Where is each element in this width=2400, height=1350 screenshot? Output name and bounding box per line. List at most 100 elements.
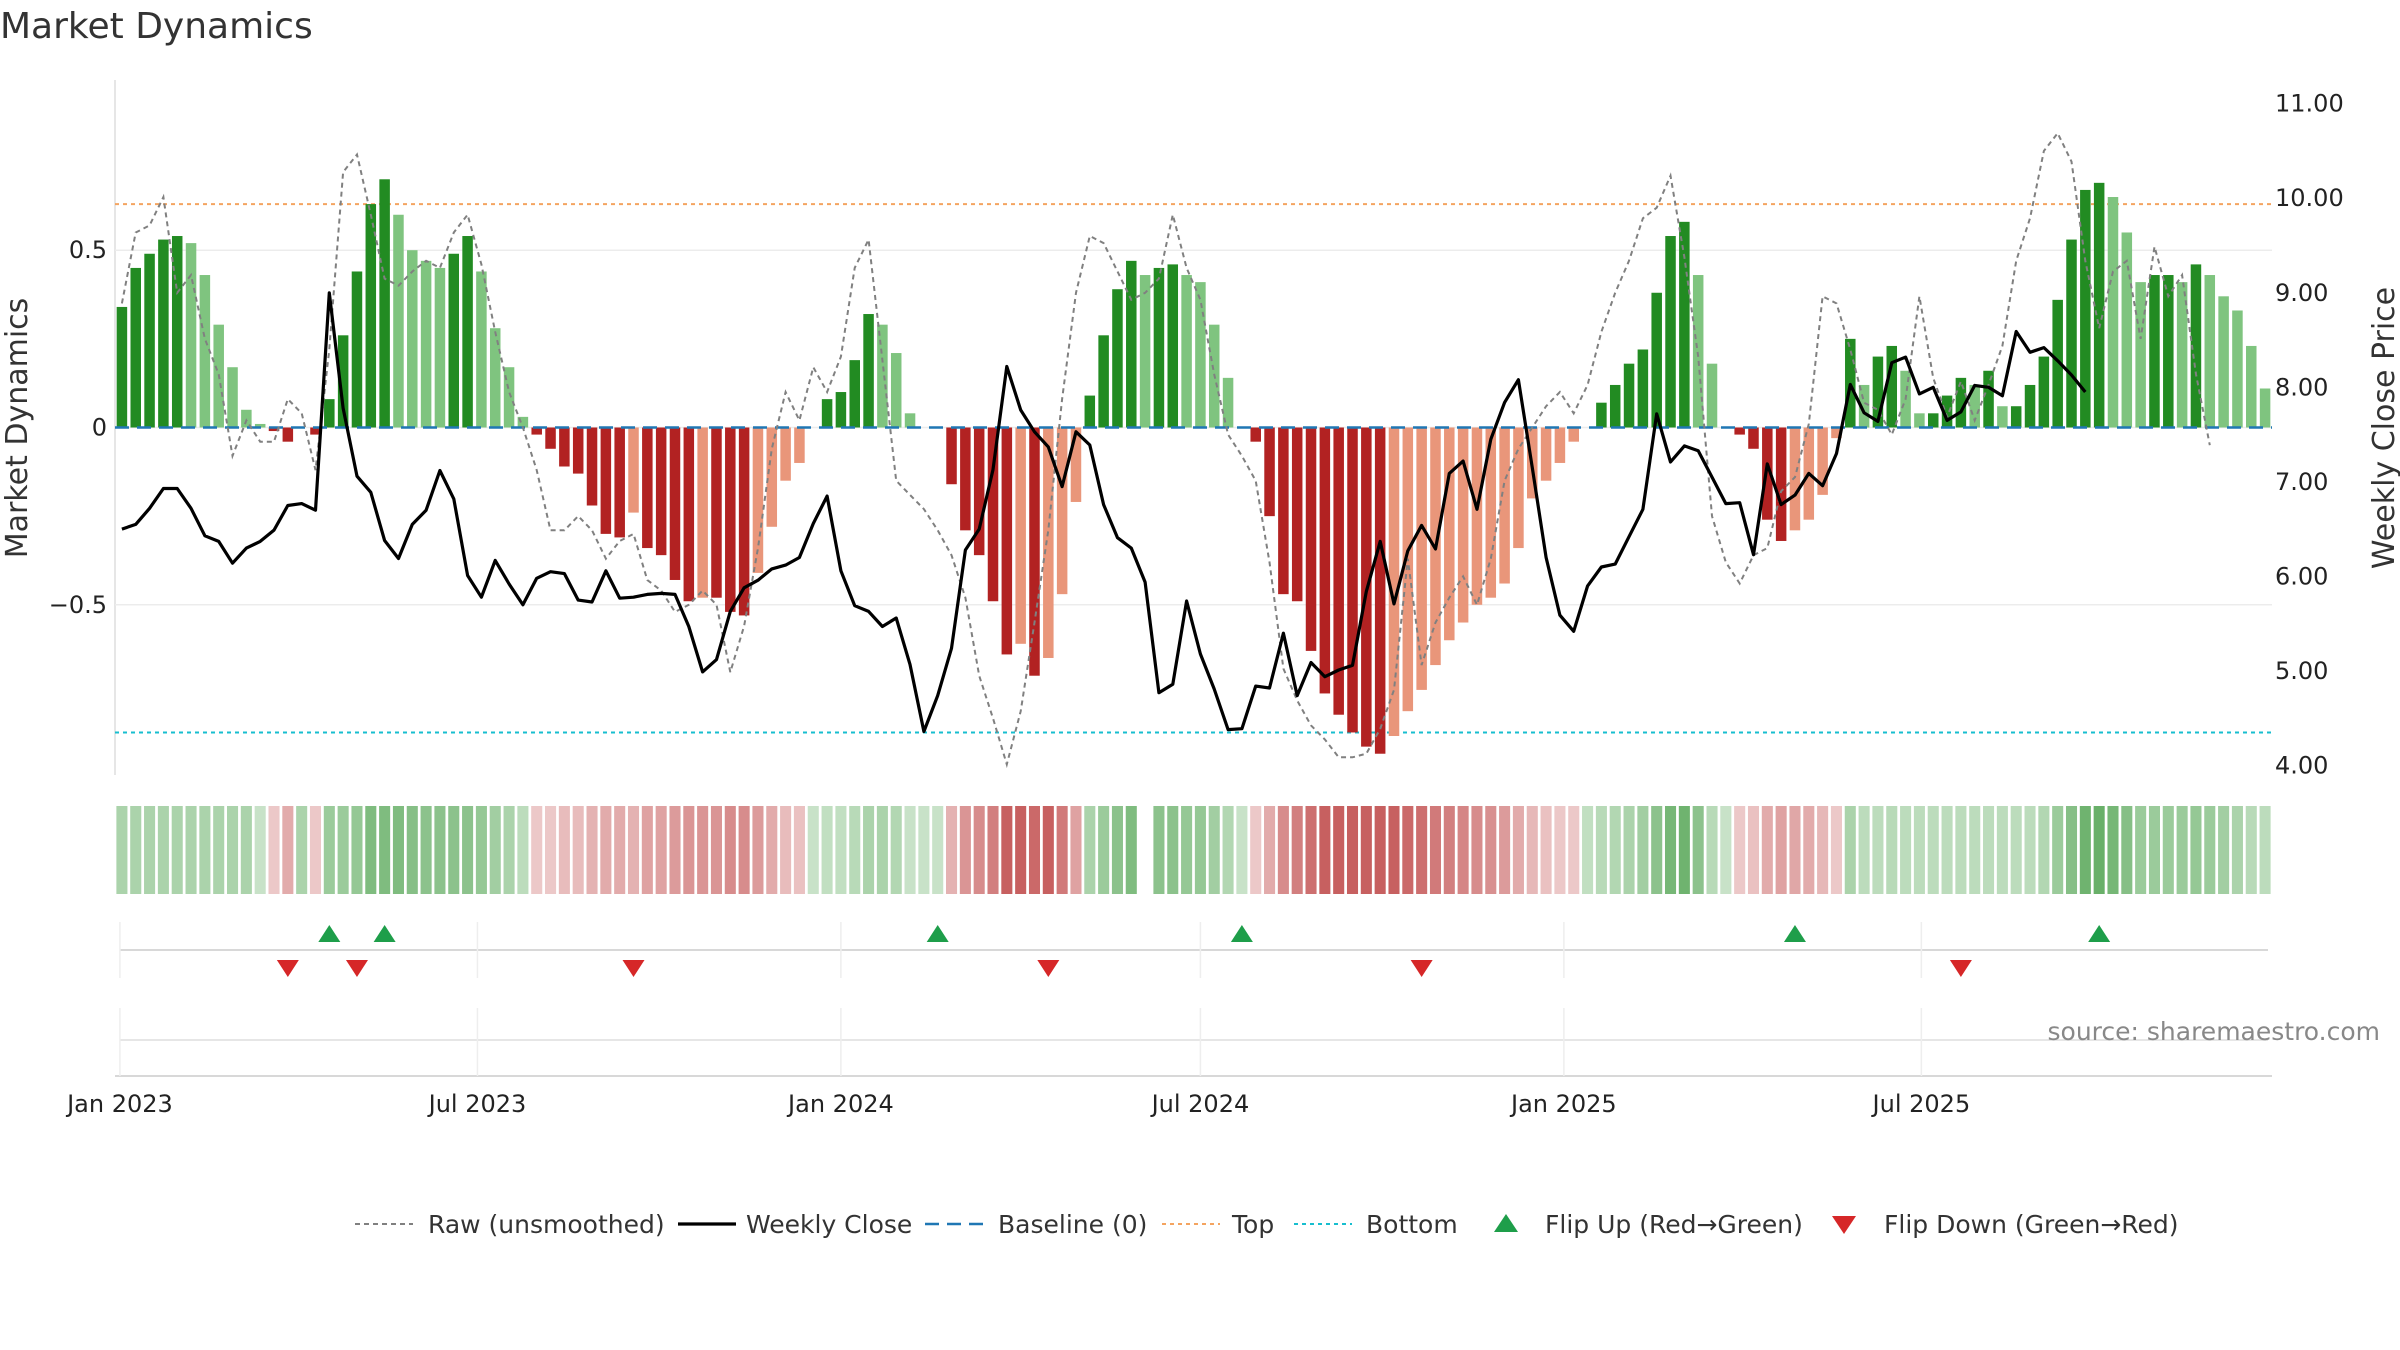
y-right-tick-label: 8.00 <box>2275 373 2328 401</box>
strip-cell <box>213 806 225 894</box>
strip-cell <box>1789 806 1801 894</box>
strip-cell <box>600 806 612 894</box>
dynamics-bar <box>227 367 238 428</box>
strip-cell <box>268 806 280 894</box>
dynamics-bar <box>904 413 916 428</box>
dynamics-bar <box>1222 377 1234 428</box>
strip-cell <box>2093 806 2105 894</box>
strip-cell <box>1582 806 1594 894</box>
dynamics-bar <box>1015 427 1026 644</box>
dynamics-bar <box>1969 384 1980 428</box>
dynamics-bar <box>1955 377 1967 428</box>
strip-cell <box>503 806 515 894</box>
dynamics-bar <box>960 427 971 531</box>
strip-cell <box>157 806 169 894</box>
dynamics-bar <box>794 427 805 463</box>
flip-markers-panel <box>119 922 2268 978</box>
strip-cell <box>2162 806 2174 894</box>
dynamics-bar <box>1775 427 1787 541</box>
dynamics-bar <box>766 427 778 527</box>
dynamics-bar <box>393 214 404 428</box>
dynamics-bar <box>1637 349 1649 428</box>
dynamics-bar <box>1457 427 1469 623</box>
dynamics-bar <box>1250 427 1261 442</box>
strip-cell <box>1540 806 1552 894</box>
legend-swatch-flip-down <box>1832 1216 1856 1234</box>
dynamics-bar <box>1195 282 1206 428</box>
y-right-tick-label: 11.00 <box>2275 90 2344 118</box>
strip-cell <box>406 806 418 894</box>
legend-label-close: Weekly Close <box>746 1210 912 1239</box>
strip-cell <box>1360 806 1372 894</box>
dynamics-bar <box>614 427 625 538</box>
strip-cell <box>2010 806 2022 894</box>
strip-cell <box>1803 806 1815 894</box>
strip-cell <box>1471 806 1483 894</box>
strip-cell <box>752 806 764 894</box>
dynamics-bar <box>130 267 141 428</box>
dynamics-bar <box>171 236 183 428</box>
strip-cell <box>1512 806 1524 894</box>
strip-cell <box>2024 806 2036 894</box>
strip-cell <box>1664 806 1677 894</box>
dynamics-bar <box>1126 260 1137 428</box>
strip-cell <box>655 806 667 894</box>
flip-up-marker <box>2088 925 2111 942</box>
strip-cell <box>2065 806 2078 894</box>
flip-down-marker <box>1037 960 1060 977</box>
x-tick-label: Jan 2025 <box>1509 1090 1617 1118</box>
dynamics-bar <box>1043 427 1054 658</box>
x-tick-label: Jul 2024 <box>1150 1090 1250 1118</box>
strip-cell <box>1554 806 1566 894</box>
strip-cell <box>489 806 501 894</box>
strip-cell <box>780 806 792 894</box>
source-text: source: sharemaestro.com <box>2048 1017 2381 1046</box>
strip-cell <box>392 806 404 894</box>
strip-cell <box>1429 806 1442 894</box>
y-left-tick-label: 0 <box>92 414 107 442</box>
y-right-tick-label: 7.00 <box>2275 468 2328 496</box>
dynamics-bar <box>489 328 501 428</box>
dynamics-bar <box>642 427 653 549</box>
dynamics-bar <box>752 427 764 573</box>
strip-cell <box>2259 806 2271 894</box>
dynamics-bar <box>1651 292 1662 428</box>
strip-cell <box>171 806 183 894</box>
dynamics-bar <box>1029 427 1040 676</box>
dynamics-bar <box>725 427 736 612</box>
dynamics-bar <box>1872 356 1884 428</box>
dynamics-bar <box>2107 197 2119 428</box>
dynamics-bar <box>946 427 957 485</box>
strip-cell <box>1388 806 1400 894</box>
strip-cell <box>199 806 211 894</box>
dynamics-bar <box>2163 275 2174 428</box>
strip-cell <box>1070 806 1082 894</box>
dynamics-bar <box>337 335 349 428</box>
y-axis-right-label: Weekly Close Price <box>2367 287 2400 569</box>
dynamics-bar <box>1596 402 1607 428</box>
dynamics-bar <box>1734 427 1745 435</box>
dynamics-bar <box>2052 299 2063 428</box>
x-tick-labels: Jan 2023 Jul 2023 Jan 2024 Jul 2024 Jan 2025… <box>65 1090 1970 1118</box>
strip-cell <box>973 806 985 894</box>
dynamics-bar <box>1886 345 1898 428</box>
strip-cell <box>2190 806 2202 894</box>
strip-cell <box>1761 806 1773 894</box>
dynamics-bar <box>890 353 902 428</box>
strip-cell <box>918 806 930 894</box>
flip-down-marker <box>622 960 645 977</box>
dynamics-bar <box>600 427 612 534</box>
strip-cell <box>420 806 432 894</box>
dynamics-bar <box>434 267 446 428</box>
strip-cell <box>1167 806 1179 894</box>
dynamics-bar <box>973 427 985 556</box>
x-tick-label: Jan 2024 <box>786 1090 894 1118</box>
strip-cell <box>379 806 391 894</box>
strip-cell <box>1416 806 1428 894</box>
strip-cell <box>1208 806 1220 894</box>
strip-cell <box>1692 806 1704 894</box>
strip-cell <box>586 806 598 894</box>
weekly-close-line-group <box>121 291 2087 734</box>
strip-cell <box>1775 806 1787 894</box>
strip-cell <box>1499 806 1511 894</box>
